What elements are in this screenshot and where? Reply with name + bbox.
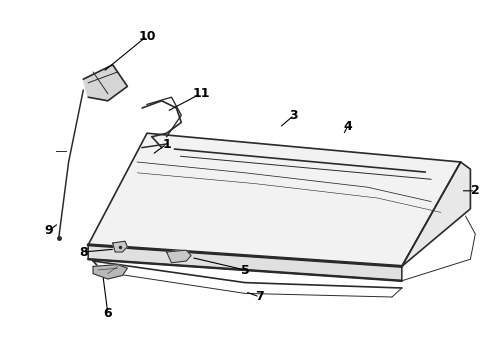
Text: 11: 11 — [192, 87, 210, 100]
Text: 4: 4 — [343, 120, 352, 132]
Polygon shape — [167, 250, 191, 263]
Text: 2: 2 — [471, 184, 480, 197]
Polygon shape — [88, 133, 461, 266]
Text: 3: 3 — [290, 109, 298, 122]
Text: 5: 5 — [241, 264, 249, 276]
Polygon shape — [88, 245, 402, 281]
Polygon shape — [93, 265, 127, 279]
Text: 8: 8 — [79, 246, 88, 258]
Polygon shape — [402, 162, 470, 266]
Polygon shape — [83, 65, 127, 101]
Text: 1: 1 — [162, 138, 171, 150]
Text: 7: 7 — [255, 291, 264, 303]
Text: 10: 10 — [138, 30, 156, 42]
Text: 9: 9 — [45, 224, 53, 237]
Polygon shape — [113, 241, 127, 252]
Text: 6: 6 — [103, 307, 112, 320]
